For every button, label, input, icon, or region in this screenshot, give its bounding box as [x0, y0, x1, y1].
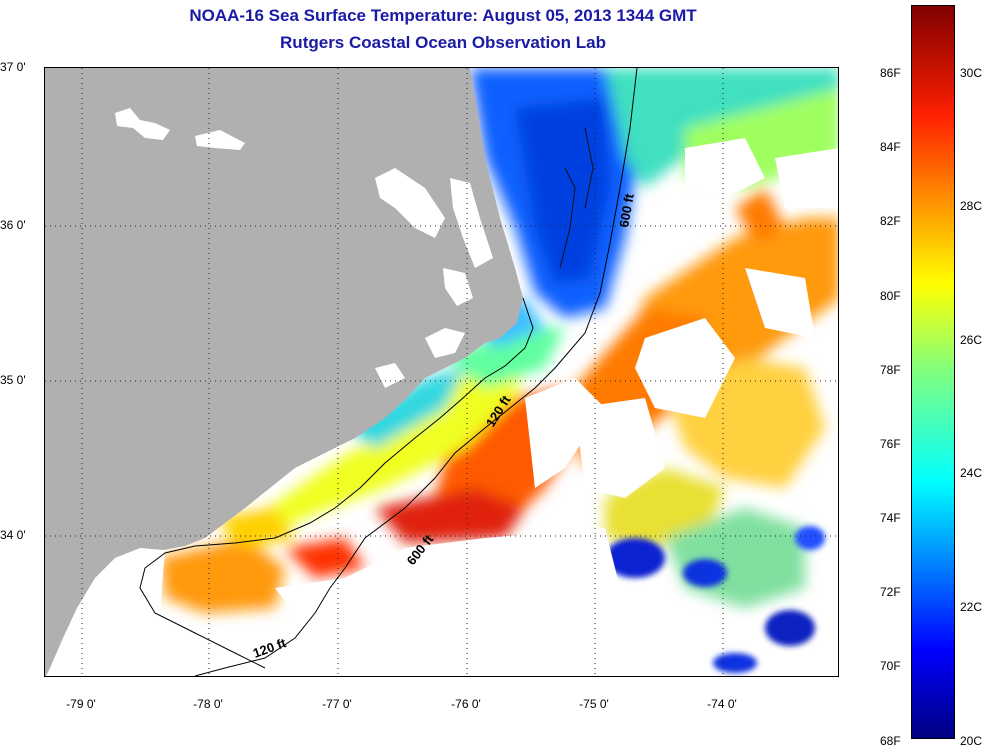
colorbar-f-84: 84F: [880, 140, 901, 154]
temperature-colorbar: [911, 5, 955, 739]
colorbar-f-78: 78F: [880, 363, 901, 377]
lat-label-37: 37 0': [0, 60, 26, 74]
colorbar-f-70: 70F: [880, 659, 901, 673]
lon-label-79: -79 0': [66, 697, 96, 711]
isobath-600ft: [194, 68, 638, 676]
land-north-carolina: [45, 68, 523, 676]
lat-label-35: 35 0': [0, 373, 26, 387]
sst-map-svg: 600 ft 120 ft 600 ft 120 ft: [45, 68, 838, 676]
colorbar-c-26: 26C: [960, 333, 983, 347]
colorbar-f-86: 86F: [880, 66, 901, 80]
colorbar-c-30: 30C: [960, 66, 983, 80]
lat-label-36: 36 0': [0, 218, 26, 232]
cool-eddies: [605, 526, 825, 673]
inland-water: [115, 108, 493, 388]
lon-label-74: -74 0': [707, 697, 737, 711]
lon-label-76: -76 0': [451, 697, 481, 711]
colorbar-f-76: 76F: [880, 437, 901, 451]
sst-map[interactable]: 600 ft 120 ft 600 ft 120 ft: [44, 67, 839, 677]
colorbar-c-22: 22C: [960, 600, 983, 614]
lon-label-75: -75 0': [579, 697, 609, 711]
title-line-1: NOAA-16 Sea Surface Temperature: August …: [189, 6, 697, 25]
isobath-label-600-north: 600 ft: [616, 192, 637, 229]
colorbar-f-80: 80F: [880, 289, 901, 303]
colorbar-gradient: [912, 6, 954, 738]
colorbar-f-74: 74F: [880, 511, 901, 525]
colorbar-c-20: 20C: [960, 734, 983, 748]
isobath-120ft: [139, 297, 534, 669]
isobath-contours: [139, 68, 638, 676]
lon-label-77: -77 0': [322, 697, 352, 711]
lon-label-78: -78 0': [193, 697, 223, 711]
colorbar-c-24: 24C: [960, 466, 983, 480]
lat-label-34: 34 0': [0, 528, 26, 542]
colorbar-f-82: 82F: [880, 214, 901, 228]
grid-lines: [45, 68, 838, 676]
colorbar-f-72: 72F: [880, 585, 901, 599]
title-line-2: Rutgers Coastal Ocean Observation Lab: [280, 33, 606, 52]
colorbar-c-28: 28C: [960, 199, 983, 213]
colorbar-f-68: 68F: [880, 734, 901, 748]
